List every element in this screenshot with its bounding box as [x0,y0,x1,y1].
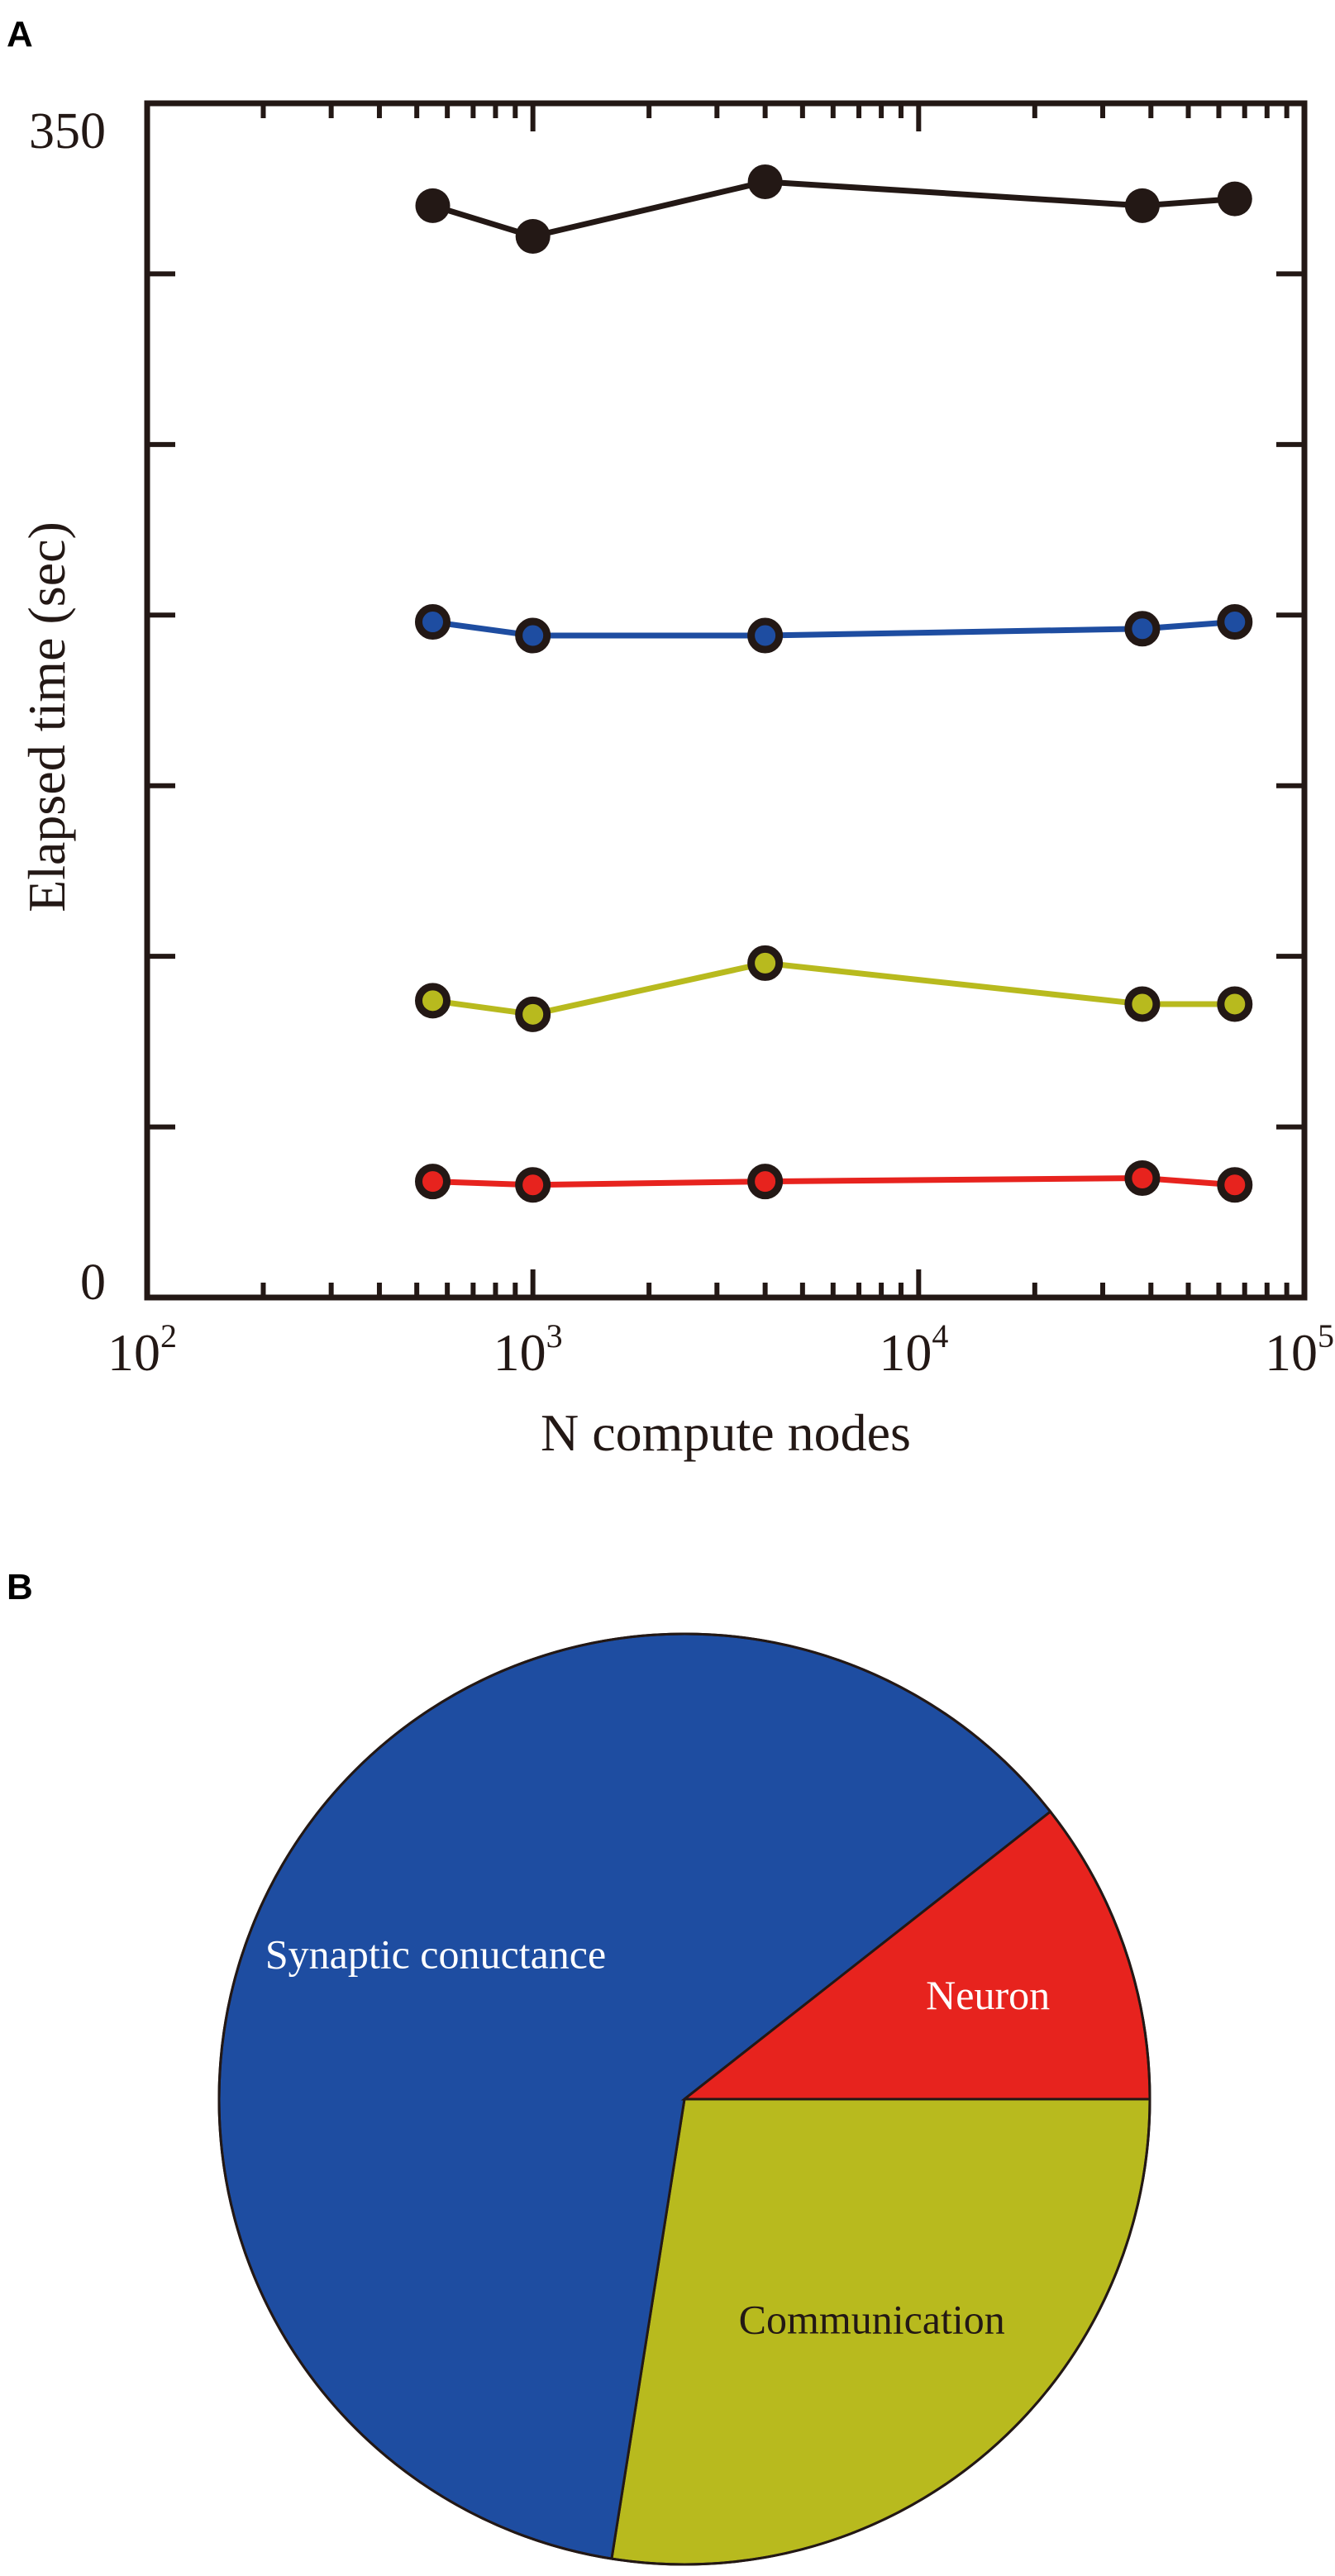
x-axis-label: N compute nodes [541,1403,911,1462]
data-point [515,1167,551,1203]
series-1 [415,164,1252,255]
data-point [1217,1167,1253,1203]
panel-b-label: B [7,1567,33,1607]
series-line [432,619,1236,639]
data-point [515,219,551,255]
x-tick-label: 102 [107,1317,177,1382]
x-tick-label: 104 [879,1317,948,1382]
pie-slice-label: Neuron [926,1972,1050,2018]
pie-outline [217,1632,1151,2566]
data-point [415,604,451,640]
data-point [415,983,451,1019]
data-point [415,188,451,223]
y-tick-label: 0 [80,1255,106,1311]
x-tick-label: 105 [1265,1317,1334,1382]
data-point [515,996,551,1032]
data-point [1124,1160,1161,1196]
data-point [1124,188,1160,223]
panel-a-label: A [7,14,33,55]
x-tick-label: 103 [493,1317,563,1382]
series-3 [415,945,1253,1032]
data-point [1217,604,1253,640]
series-line [432,1175,1236,1188]
tick-labels: 0 350 102 103 104 105 [29,103,1334,1382]
y-axis-label: Elapsed time (sec) [17,521,76,912]
series-group [415,164,1253,1203]
data-point [515,617,551,654]
series-line [431,179,1236,240]
data-point [1217,181,1252,217]
axis-ticks [147,103,1304,1298]
data-point [747,1164,784,1200]
data-point [1124,611,1161,647]
y-tick-label: 350 [29,103,106,160]
pie-slice-label: Communication [739,2296,1005,2342]
plot-frame [144,100,1308,1301]
line-chart: 0 350 102 103 104 105 N compute nodes Elapsed… [17,100,1334,1462]
series-2 [415,604,1253,654]
pie-chart: Communication Synaptic conuctance Neuron [217,1632,1151,2566]
data-point [1217,986,1253,1022]
data-point [1124,986,1161,1022]
data-point [747,617,784,654]
data-point [747,164,783,199]
series-line [432,959,1235,1017]
data-point [747,945,784,981]
pie-slice-label: Synaptic conuctance [265,1931,606,1977]
data-point [415,1164,451,1200]
series-4 [415,1160,1253,1203]
